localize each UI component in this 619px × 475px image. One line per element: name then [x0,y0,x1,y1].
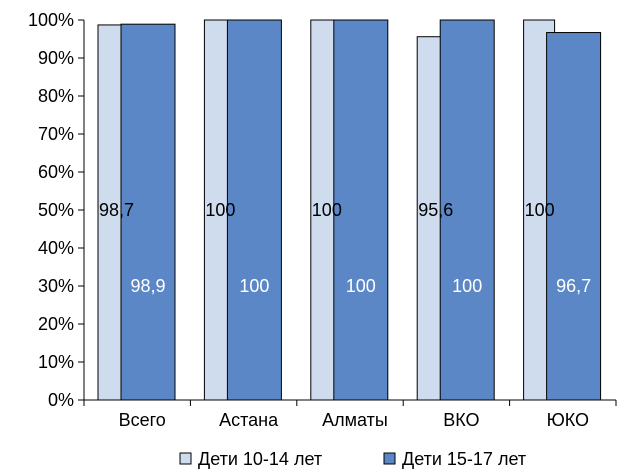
y-tick-label: 30% [38,276,74,296]
data-label-series-2: 96,7 [556,276,591,296]
y-tick-label: 60% [38,162,74,182]
chart-bars [97,19,602,401]
data-label-series-2: 100 [239,276,269,296]
data-label-series-1: 100 [312,200,342,220]
chart-data-labels: 98,7 98,9 100 100 100 100 95,6 100 100 96,7 [99,200,591,296]
legend-swatch-series-1 [179,452,192,465]
y-tick-label: 70% [38,124,74,144]
y-tick-label: 10% [38,352,74,372]
legend-label-series-2: Дети 15-17 лет [402,449,526,469]
x-category-label: ЮКО [547,410,589,430]
legend-swatch-series-2 [383,452,396,465]
bar-series-2 [333,19,389,401]
y-tick-label: 40% [38,238,74,258]
chart-legend: Дети 10-14 лет Дети 15-17 лет [179,449,526,469]
legend-label-series-1: Дети 10-14 лет [198,449,322,469]
bar-series-2 [439,19,495,401]
y-tick-label: 80% [38,86,74,106]
data-label-series-2: 98,9 [130,276,165,296]
data-label-series-1: 100 [525,200,555,220]
x-category-label: Астана [219,410,279,430]
x-category-label: ВКО [443,410,479,430]
y-tick-label: 100% [28,10,74,30]
y-tick-label: 0% [48,390,74,410]
data-label-series-2: 100 [452,276,482,296]
bar-series-2 [546,32,602,401]
chart-axes: 0% 10% 20% 30% 40% 50% 60% 70% 80% 90% 100% Всего Ас… [28,10,617,430]
bar-series-2 [226,19,282,401]
bar-series-2 [120,23,176,401]
data-label-series-2: 100 [346,276,376,296]
x-category-label: Всего [119,410,166,430]
y-tick-label: 20% [38,314,74,334]
data-label-series-1: 100 [205,200,235,220]
x-category-label: Алматы [322,410,388,430]
y-tick-label: 90% [38,48,74,68]
data-label-series-1: 95,6 [418,200,453,220]
data-label-series-1: 98,7 [99,200,134,220]
y-tick-label: 50% [38,200,74,220]
